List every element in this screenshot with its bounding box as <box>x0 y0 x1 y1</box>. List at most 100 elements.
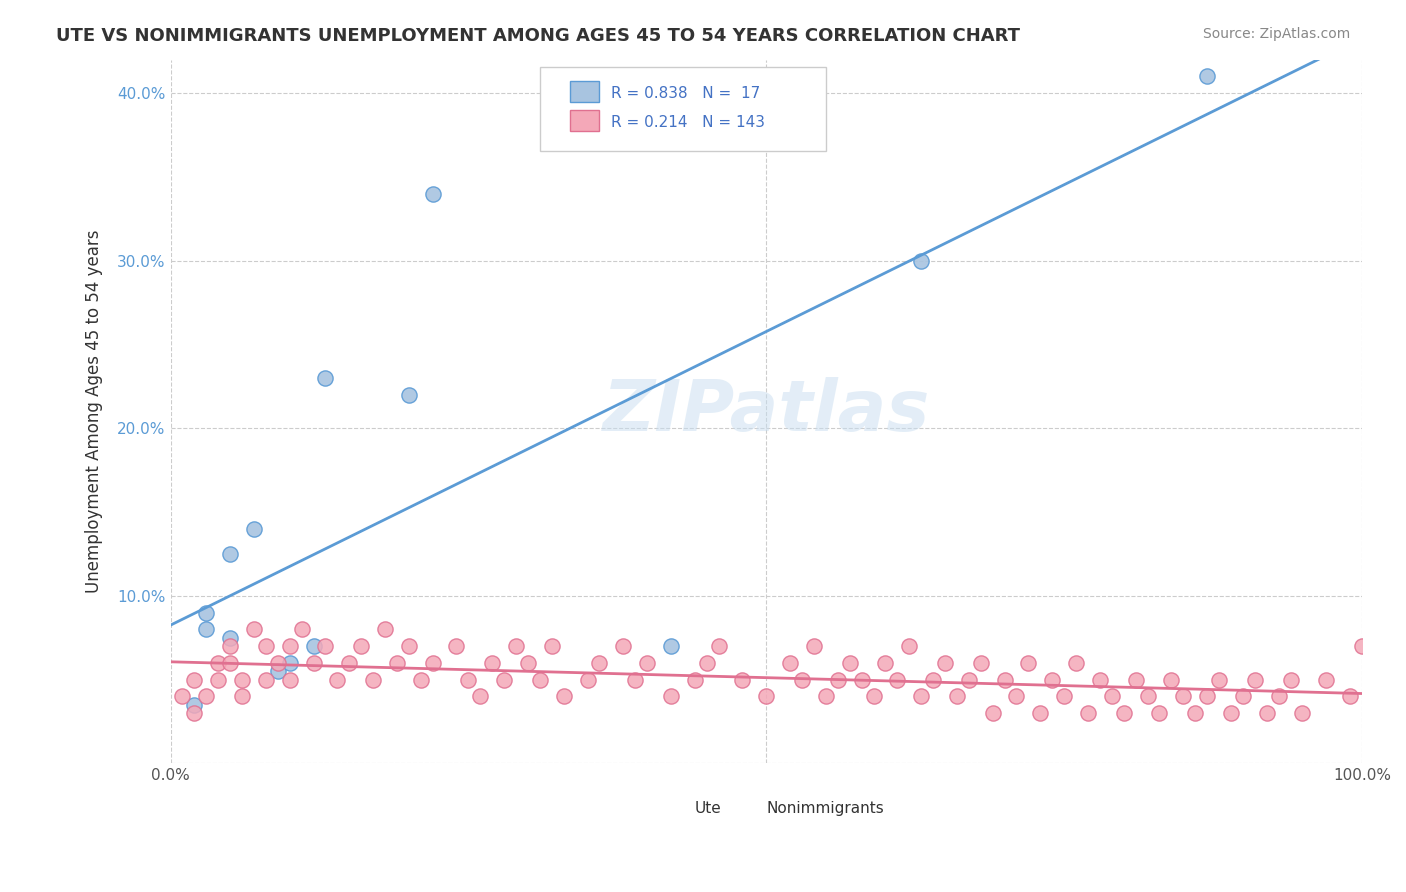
Point <box>922 673 945 687</box>
Point <box>481 656 503 670</box>
Point <box>576 673 599 687</box>
Point <box>183 706 205 721</box>
Point <box>1267 690 1289 704</box>
Text: Source: ZipAtlas.com: Source: ZipAtlas.com <box>1202 27 1350 41</box>
Point <box>731 673 754 687</box>
Point <box>207 656 229 670</box>
Point <box>1077 706 1099 721</box>
Point <box>267 665 290 679</box>
Point <box>494 673 516 687</box>
Point <box>946 690 969 704</box>
Point <box>374 623 396 637</box>
Point <box>588 656 610 670</box>
Point <box>540 639 562 653</box>
Point <box>862 690 884 704</box>
Point <box>1339 690 1361 704</box>
Point <box>446 639 468 653</box>
Point <box>659 690 682 704</box>
Point <box>803 639 825 653</box>
Point <box>838 656 860 670</box>
Point <box>505 639 527 653</box>
Point <box>422 656 444 670</box>
Point <box>1088 673 1111 687</box>
Point <box>1315 673 1337 687</box>
Point <box>957 673 980 687</box>
Point <box>1197 70 1219 84</box>
Point <box>302 639 325 653</box>
Point <box>278 639 301 653</box>
Point <box>314 371 336 385</box>
Point <box>195 690 218 704</box>
Point <box>529 673 551 687</box>
Point <box>1149 706 1171 721</box>
Point <box>302 656 325 670</box>
Point <box>195 623 218 637</box>
Point <box>934 656 956 670</box>
Point <box>851 673 873 687</box>
Point <box>970 656 993 670</box>
Point <box>1053 690 1076 704</box>
FancyBboxPatch shape <box>569 111 599 131</box>
Point <box>231 690 253 704</box>
Point <box>1136 690 1159 704</box>
Point <box>1256 706 1278 721</box>
Point <box>398 388 420 402</box>
Point <box>1101 690 1123 704</box>
Point <box>254 673 277 687</box>
Y-axis label: Unemployment Among Ages 45 to 54 years: Unemployment Among Ages 45 to 54 years <box>86 230 103 593</box>
Point <box>659 639 682 653</box>
Point <box>1173 690 1195 704</box>
Point <box>422 186 444 201</box>
Point <box>291 623 314 637</box>
Point <box>898 639 921 653</box>
Point <box>1064 656 1087 670</box>
Point <box>398 639 420 653</box>
Point <box>755 690 778 704</box>
Point <box>624 673 647 687</box>
Point <box>470 690 492 704</box>
Point <box>172 690 194 704</box>
Text: R = 0.838   N =  17: R = 0.838 N = 17 <box>612 86 761 101</box>
Point <box>385 656 408 670</box>
Point <box>409 673 432 687</box>
Point <box>326 673 349 687</box>
Point <box>231 673 253 687</box>
Text: UTE VS NONIMMIGRANTS UNEMPLOYMENT AMONG AGES 45 TO 54 YEARS CORRELATION CHART: UTE VS NONIMMIGRANTS UNEMPLOYMENT AMONG … <box>56 27 1021 45</box>
Point <box>337 656 360 670</box>
Point <box>790 673 813 687</box>
Point <box>910 253 932 268</box>
FancyBboxPatch shape <box>569 80 599 102</box>
Point <box>183 673 205 687</box>
Point <box>1184 706 1206 721</box>
Point <box>886 673 908 687</box>
FancyBboxPatch shape <box>659 804 685 822</box>
Point <box>183 698 205 712</box>
Point <box>219 639 242 653</box>
Point <box>636 656 658 670</box>
Point <box>1112 706 1135 721</box>
Point <box>1197 690 1219 704</box>
Point <box>707 639 730 653</box>
Point <box>517 656 540 670</box>
Point <box>827 673 849 687</box>
Point <box>612 639 634 653</box>
Point <box>1351 639 1374 653</box>
Point <box>350 639 373 653</box>
Point <box>981 706 1004 721</box>
Point <box>1291 706 1313 721</box>
Point <box>219 631 242 645</box>
Text: R = 0.214   N = 143: R = 0.214 N = 143 <box>612 115 765 130</box>
Point <box>1219 706 1241 721</box>
Text: Nonimmigrants: Nonimmigrants <box>766 801 884 816</box>
FancyBboxPatch shape <box>731 804 756 822</box>
FancyBboxPatch shape <box>540 67 825 151</box>
Point <box>195 606 218 620</box>
Point <box>1040 673 1063 687</box>
Point <box>1017 656 1039 670</box>
Point <box>814 690 837 704</box>
Point <box>1232 690 1254 704</box>
Point <box>278 673 301 687</box>
Point <box>1279 673 1302 687</box>
Text: Ute: Ute <box>695 801 721 816</box>
Point <box>314 639 336 653</box>
